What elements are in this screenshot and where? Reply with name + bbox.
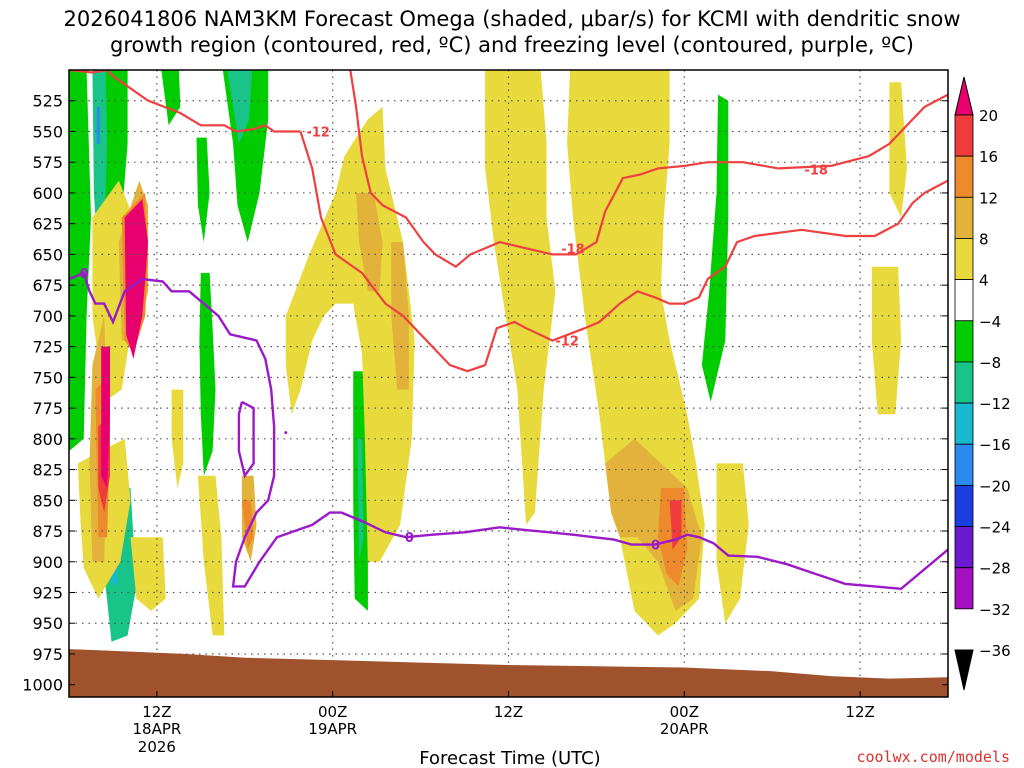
colorbar-label: −36 bbox=[979, 642, 1011, 660]
colorbar-segment bbox=[954, 361, 974, 404]
y-tick-label: 675 bbox=[32, 276, 63, 295]
freezing-contour-label: 0 bbox=[80, 267, 89, 282]
y-tick-label: 775 bbox=[32, 399, 63, 418]
colorbar-segment bbox=[954, 526, 974, 569]
omega-area-pos8 bbox=[391, 242, 409, 390]
x-tick-date: 19APR bbox=[308, 720, 357, 738]
omega-area-pos4 bbox=[130, 537, 166, 611]
chart-title-line-1: 2026041806 NAM3KM Forecast Omega (shaded… bbox=[63, 7, 960, 31]
omega-area-pos12 bbox=[241, 500, 254, 550]
colorbar-label: −28 bbox=[979, 560, 1011, 578]
y-tick-label: 625 bbox=[32, 215, 63, 234]
y-tick-label: 925 bbox=[32, 584, 63, 603]
y-tick-label: 600 bbox=[32, 184, 63, 203]
y-tick-label: 525 bbox=[32, 92, 63, 111]
colorbar-segment bbox=[954, 567, 974, 610]
colorbar-label: −16 bbox=[979, 436, 1011, 454]
y-tick-label: 725 bbox=[32, 338, 63, 357]
freezing-contour-label: 0 bbox=[405, 531, 414, 546]
dgz-contour-line bbox=[69, 70, 301, 133]
x-tick-label: 00Z bbox=[670, 703, 699, 721]
colorbar-label: 12 bbox=[979, 189, 998, 207]
x-tick-date: 18APR bbox=[132, 720, 181, 738]
colorbar-label: −24 bbox=[979, 519, 1011, 537]
colorbar-segment bbox=[954, 114, 974, 157]
colorbar-bottom-arrow bbox=[954, 649, 974, 691]
colorbar-label: 4 bbox=[979, 272, 989, 290]
omega-area-pos8 bbox=[356, 192, 383, 292]
omega-area-pos4 bbox=[485, 70, 556, 525]
x-tick-label: 00Z bbox=[318, 703, 347, 721]
omega-area-pos20 bbox=[124, 199, 149, 359]
dgz-contour-line bbox=[299, 131, 948, 373]
colorbar-segment bbox=[954, 484, 974, 527]
x-tick-label: 12Z bbox=[845, 703, 874, 721]
y-tick-label: 650 bbox=[32, 245, 63, 264]
omega-area-pos4 bbox=[716, 463, 749, 624]
colorbar-label: 20 bbox=[979, 107, 998, 125]
colorbar-segment bbox=[954, 238, 974, 281]
omega-area-neg20 bbox=[96, 106, 100, 144]
x-tick-date: 20APR bbox=[660, 720, 709, 738]
colorbar-label: −8 bbox=[979, 354, 1001, 372]
omega-area-pos4 bbox=[197, 475, 225, 636]
colorbar-segment bbox=[954, 320, 974, 363]
y-tick-label: 575 bbox=[32, 153, 63, 172]
freezing-contour-label: 0 bbox=[651, 539, 660, 554]
x-tick-label: 12Z bbox=[494, 703, 523, 721]
plot-area: -12 -12 -18 -18 0 0 0 bbox=[69, 70, 948, 697]
omega-area-pos20 bbox=[101, 346, 110, 488]
colorbar-label: −20 bbox=[979, 477, 1011, 495]
omega-area-neg8 bbox=[69, 70, 91, 452]
y-tick-label: 750 bbox=[32, 368, 63, 387]
credit-link[interactable]: coolwx.com/models bbox=[856, 748, 1010, 766]
y-tick-label: 550 bbox=[32, 122, 63, 141]
y-tick-label: 875 bbox=[32, 522, 63, 541]
colorbar-segment bbox=[954, 402, 974, 445]
colorbar-segment bbox=[954, 196, 974, 239]
colorbar-label: 8 bbox=[979, 230, 989, 248]
colorbar-label: −12 bbox=[979, 395, 1011, 413]
omega-area-neg8 bbox=[701, 94, 729, 402]
terrain bbox=[69, 649, 948, 697]
colorbar-label: −32 bbox=[979, 601, 1011, 619]
omega-area-neg8 bbox=[196, 137, 210, 243]
x-tick-label: 12Z bbox=[142, 703, 171, 721]
y-tick-label: 1000 bbox=[22, 676, 63, 695]
x-axis-title: Forecast Time (UTC) bbox=[419, 748, 600, 768]
freezing-contour-line bbox=[69, 271, 948, 591]
dgz-contour-label: -12 bbox=[555, 334, 579, 349]
y-tick-label: 700 bbox=[32, 307, 63, 326]
colorbar-top-arrow bbox=[954, 76, 974, 116]
dgz-contour-label: -12 bbox=[306, 125, 330, 140]
colorbar-segment bbox=[954, 279, 974, 322]
colorbar-label: 16 bbox=[979, 148, 998, 166]
omega-area-pos4 bbox=[889, 82, 907, 218]
colorbar: 20 16 12 8 4 −4 −8 −12 −16 −20 −24 −28 −32 −36 bbox=[954, 76, 1011, 691]
colorbar-label: −4 bbox=[979, 313, 1001, 331]
freezing-dot bbox=[284, 431, 288, 435]
dgz-contour-label: -18 bbox=[804, 164, 828, 179]
omega-area-neg12 bbox=[227, 70, 253, 144]
y-tick-label: 800 bbox=[32, 430, 63, 449]
omega-area-pos4 bbox=[171, 389, 184, 488]
colorbar-segment bbox=[954, 443, 974, 486]
y-tick-label: 900 bbox=[32, 553, 63, 572]
y-tick-label: 950 bbox=[32, 614, 63, 633]
y-tick-label: 825 bbox=[32, 461, 63, 480]
x-tick-year: 2026 bbox=[138, 738, 176, 756]
omega-area-neg8 bbox=[199, 272, 216, 476]
chart-title-line-2: growth region (contoured, red, ºC) and f… bbox=[110, 33, 914, 57]
y-axis: 525 550 575 600 625 650 675 700 725 750 775 800 825 8… bbox=[22, 92, 948, 695]
y-tick-label: 975 bbox=[32, 645, 63, 664]
omega-area-pos4 bbox=[871, 266, 902, 415]
dgz-contour-line bbox=[349, 70, 948, 269]
dgz-contour-label: -18 bbox=[561, 242, 585, 257]
y-tick-label: 850 bbox=[32, 491, 63, 510]
freezing-contour-line bbox=[237, 400, 255, 479]
colorbar-segment bbox=[954, 155, 974, 198]
omega-area-pos4 bbox=[285, 106, 415, 562]
